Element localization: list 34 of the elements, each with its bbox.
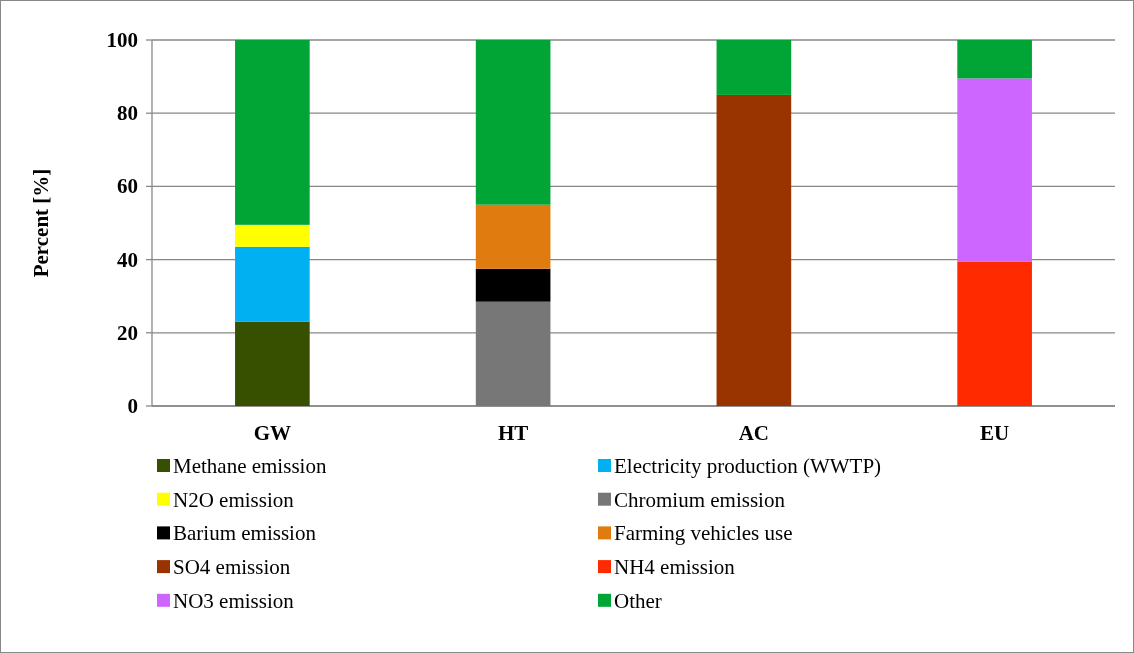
legend-label: Farming vehicles use (614, 521, 793, 546)
bar (235, 321, 310, 406)
bar (235, 246, 310, 322)
x-tick-label: GW (253, 421, 292, 445)
legend-label: SO4 emission (173, 555, 291, 580)
bar (475, 40, 551, 205)
y-tick-label: 0 (127, 394, 138, 418)
y-tick-label: 80 (117, 101, 138, 126)
y-tick-label: 40 (117, 247, 138, 272)
bar (475, 268, 551, 302)
legend-label: Other (614, 588, 662, 613)
bar (235, 224, 310, 247)
legend-label: Barium emission (173, 521, 317, 546)
bar (957, 78, 1032, 262)
bar (716, 94, 792, 406)
bar (957, 261, 1032, 406)
bar (235, 40, 310, 225)
y-tick-label: 100 (106, 28, 138, 52)
legend-label: N2O emission (173, 487, 295, 512)
legend-label: NH4 emission (614, 555, 736, 580)
legend-label: Electricity production (WWTP) (614, 454, 882, 478)
legend-label: Methane emission (173, 454, 327, 478)
y-tick-label: 20 (117, 320, 138, 345)
bar (716, 40, 792, 95)
bar (475, 301, 551, 406)
y-axis-title: Percent [%] (29, 168, 53, 278)
y-tick-label: 60 (117, 174, 138, 199)
legend-label: NO3 emission (173, 588, 295, 613)
bar (957, 40, 1032, 79)
legend-label: Chromium emission (614, 487, 786, 512)
x-tick-label: HT (497, 421, 529, 445)
x-tick-label: EU (980, 421, 1010, 445)
bar (475, 204, 551, 269)
x-tick-label: AC (738, 421, 770, 445)
